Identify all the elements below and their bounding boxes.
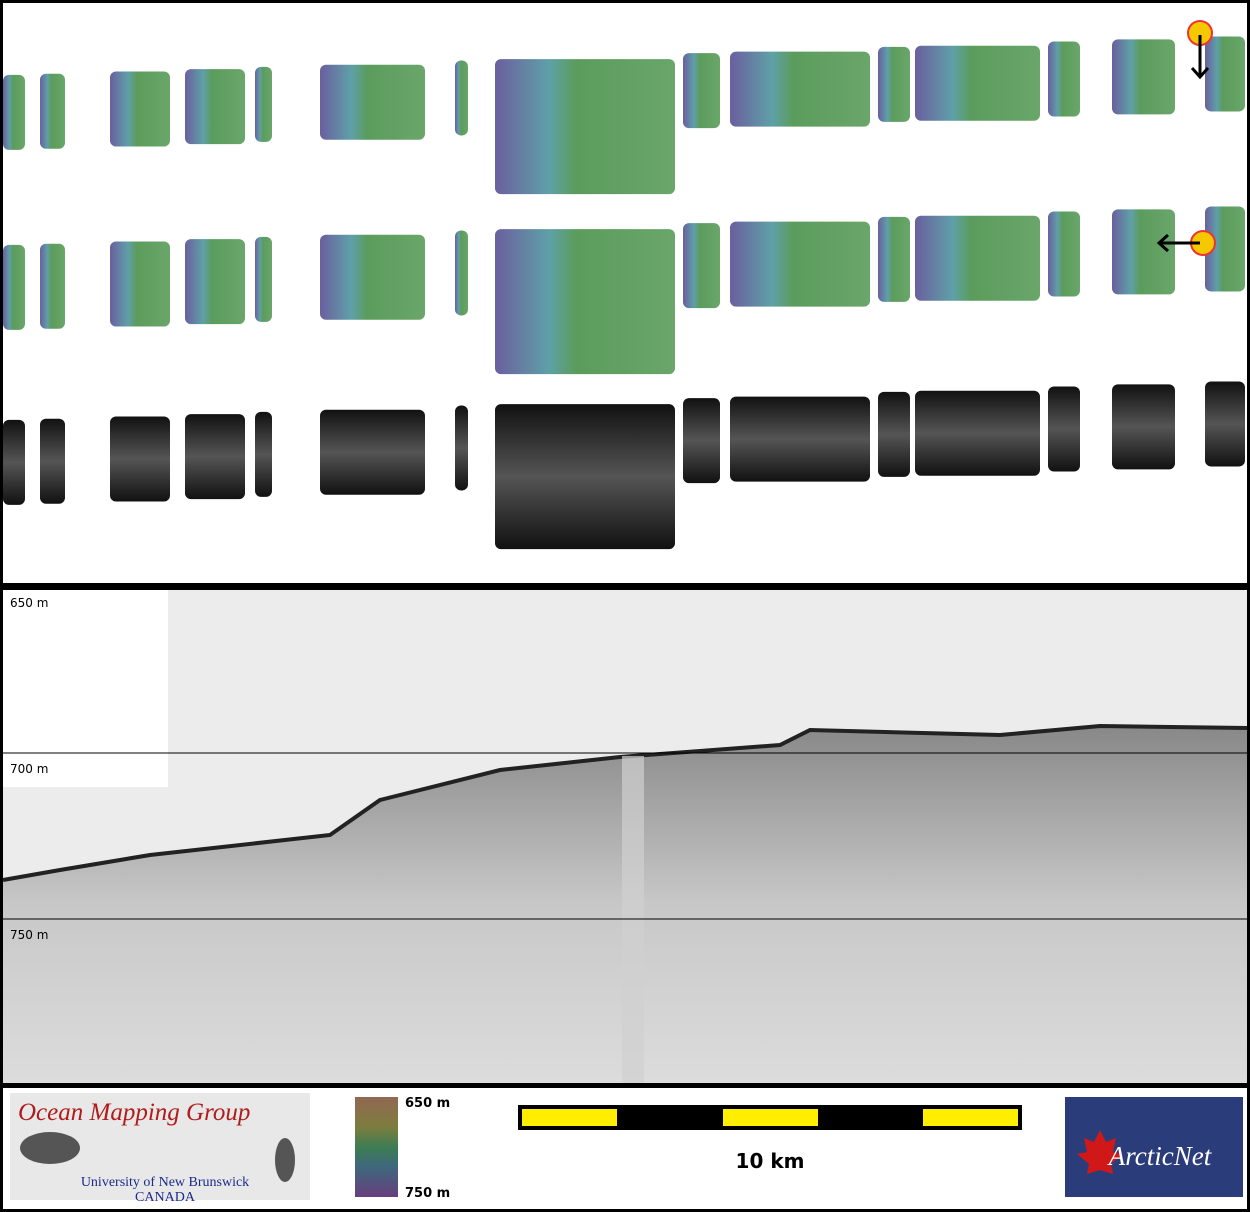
swath (1205, 206, 1245, 292)
swath (3, 74, 25, 150)
swath (320, 234, 425, 320)
swath (1112, 209, 1175, 295)
swath (3, 244, 25, 330)
colorbar-shade (355, 1097, 398, 1197)
arcticnet-text: ArcticNet (1107, 1141, 1213, 1171)
logo-graphic (275, 1138, 295, 1182)
swath (1112, 384, 1175, 470)
swath (455, 405, 468, 491)
scale-segment (522, 1109, 617, 1126)
scale-segment (723, 1109, 818, 1126)
swath (1048, 386, 1080, 472)
sun-icons (1156, 20, 1216, 256)
omg-country: CANADA (135, 1190, 196, 1205)
swath (110, 241, 170, 327)
swath (1205, 381, 1245, 467)
swath (915, 390, 1040, 476)
scale-label: 10 km (736, 1149, 805, 1173)
depth-label: 700 m (10, 762, 48, 776)
swath (110, 416, 170, 502)
colorbar (355, 1097, 398, 1197)
colorbar-label: 750 m (405, 1186, 450, 1201)
swath (40, 243, 65, 329)
swath (40, 73, 65, 149)
swath (683, 398, 720, 484)
maple-leaf (1077, 1130, 1123, 1174)
swath (1205, 36, 1245, 112)
seafloor-reflector (2, 723, 1248, 882)
scale-segment (923, 1109, 1018, 1126)
swath (730, 396, 870, 482)
swath (455, 60, 468, 136)
swath (878, 391, 910, 477)
label-box (3, 590, 168, 787)
swath (320, 409, 425, 495)
swath (495, 404, 675, 550)
swath (185, 69, 245, 145)
swath (255, 66, 272, 142)
omg-title: Ocean Mapping Group (18, 1099, 250, 1126)
swath (455, 230, 468, 316)
swath (495, 229, 675, 375)
swath (255, 236, 272, 322)
swath (730, 221, 870, 307)
swath (185, 239, 245, 325)
swath (683, 53, 720, 129)
depth-label: 750 m (10, 928, 48, 942)
depth-label: 650 m (10, 596, 48, 610)
swath (730, 51, 870, 127)
swath (320, 64, 425, 140)
swaths (3, 36, 1245, 550)
swath (683, 223, 720, 309)
swath (3, 419, 25, 505)
swath (915, 45, 1040, 121)
colorbar-label: 650 m (405, 1096, 450, 1111)
swath (915, 215, 1040, 301)
swath (110, 71, 170, 147)
omg-university: University of New Brunswick (81, 1175, 249, 1190)
swath (878, 216, 910, 302)
swath (1112, 39, 1175, 115)
logo-graphic (20, 1132, 80, 1164)
swath (1048, 41, 1080, 117)
swath (185, 414, 245, 500)
swath (1048, 211, 1080, 297)
swath (255, 411, 272, 497)
swath (878, 46, 910, 122)
swath (40, 418, 65, 504)
swath (495, 59, 675, 195)
